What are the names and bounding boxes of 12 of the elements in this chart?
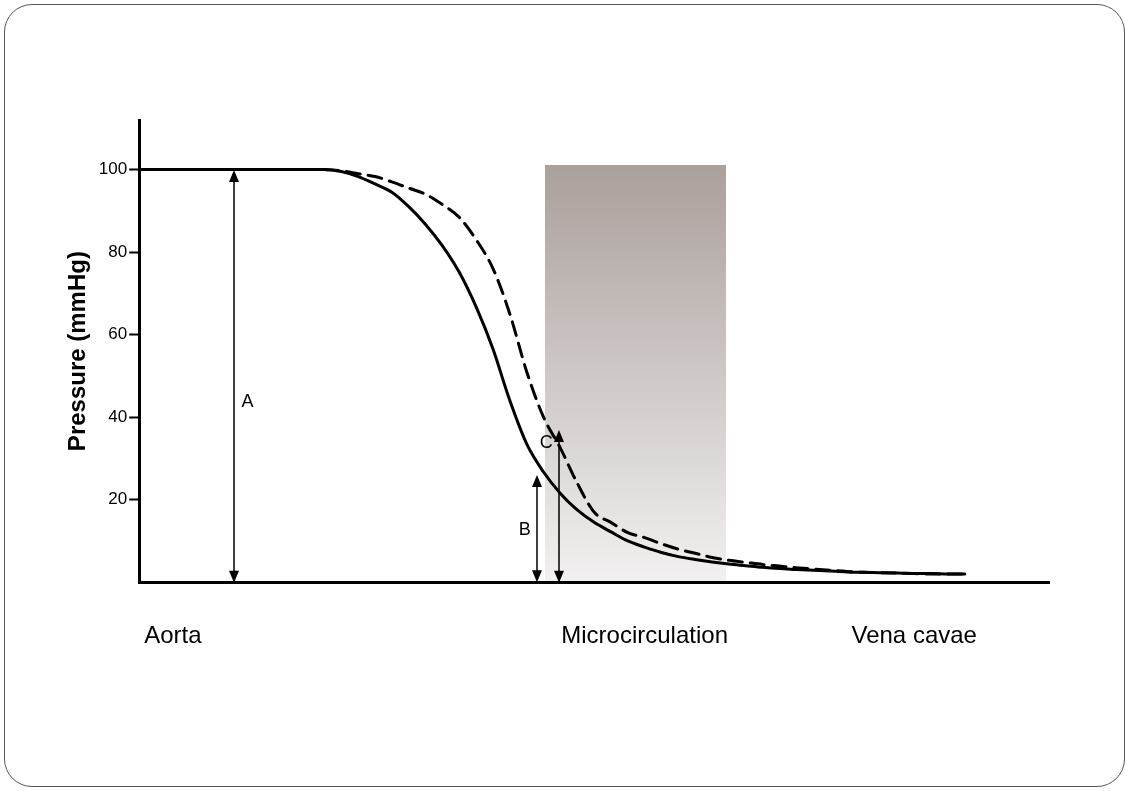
x-tick-label: Microcirculation: [561, 621, 728, 649]
y-tick-label: 100: [98, 159, 128, 179]
y-tick-label: 80: [108, 241, 128, 261]
annotation: C: [539, 431, 553, 452]
annotation: B: [518, 518, 531, 539]
y-tick-label: 60: [108, 324, 128, 344]
y-tick-label: 20: [108, 489, 128, 509]
annotation: A: [241, 390, 254, 411]
y-tick-label: 40: [108, 406, 128, 426]
x-tick-label: Aorta: [144, 621, 203, 649]
y-axis-title: Pressure (mmHg): [63, 251, 91, 452]
x-tick-label: Vena cavae: [851, 621, 977, 649]
